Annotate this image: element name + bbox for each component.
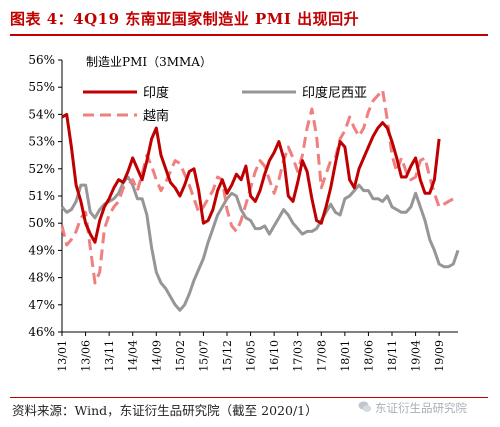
- x-axis: 13/01 13/06 13/11 14/04 14/09 15/02 15/07 15/12…: [56, 331, 458, 372]
- legend-label-0: 印度: [143, 85, 169, 101]
- title-rule: [10, 34, 488, 36]
- y-tick-label: 49%: [28, 243, 55, 257]
- x-tick-label: 14/09: [150, 340, 163, 372]
- y-tick-label: 47%: [28, 298, 55, 312]
- pmi-line-chart: 46%47%48%49%50%51%52%53%54%55%56% 13/01 1…: [28, 53, 460, 372]
- x-tick-label: 18/06: [362, 340, 375, 372]
- series-layer: [60, 88, 460, 312]
- y-tick-label: 55%: [28, 80, 55, 94]
- x-tick-label: 18/11: [386, 340, 399, 372]
- chart-annotation: 制造业PMI（3MMA）: [86, 55, 212, 69]
- y-tick-label: 52%: [28, 162, 55, 176]
- y-tick-label: 48%: [28, 271, 55, 285]
- x-tick-label: 13/06: [80, 340, 93, 372]
- x-tick-label: 19/04: [410, 340, 423, 372]
- x-tick-label: 15/07: [197, 340, 210, 372]
- source-note: 资料来源：Wind，东证衍生品研究院（截至 2020/1）: [12, 403, 318, 418]
- y-tick-label: 56%: [28, 53, 55, 67]
- figure-title: 图表 4：4Q19 东南亚国家制造业 PMI 出现回升: [10, 10, 360, 28]
- x-tick-label: 13/11: [103, 340, 116, 372]
- x-tick-label: 19/09: [433, 340, 446, 372]
- x-tick-label: 15/02: [174, 340, 187, 372]
- y-tick-label: 54%: [28, 107, 55, 121]
- x-tick-label: 17/08: [315, 340, 328, 372]
- source-rule: [10, 397, 488, 398]
- x-tick-label: 15/12: [221, 340, 234, 372]
- series-line-0: [61, 112, 441, 244]
- x-tick-label: 17/03: [292, 340, 305, 372]
- watermark-text: 东证衍生品研究院: [375, 401, 467, 415]
- wechat-icon: [358, 401, 372, 412]
- y-tick-label: 51%: [28, 189, 55, 203]
- y-axis: 46% 47% 48% 49% 50% 51% 52% 53% 54% 55% 56%: [28, 53, 63, 339]
- y-tick-label: 46%: [28, 325, 55, 339]
- watermark: 东证衍生品研究院: [358, 400, 467, 416]
- x-tick-label: 13/01: [56, 340, 69, 372]
- x-tick-label: 14/04: [127, 340, 140, 372]
- x-tick-label: 18/01: [339, 340, 352, 372]
- series-line-1: [60, 175, 460, 312]
- x-tick-label: 16/10: [268, 340, 281, 372]
- legend-label-1: 印度尼西亚: [302, 85, 367, 101]
- y-tick-label: 50%: [28, 216, 55, 230]
- x-tick-label: 16/05: [245, 340, 258, 372]
- series-line-2: [60, 88, 459, 285]
- legend-label-2: 越南: [143, 108, 169, 124]
- y-tick-label: 53%: [28, 135, 55, 149]
